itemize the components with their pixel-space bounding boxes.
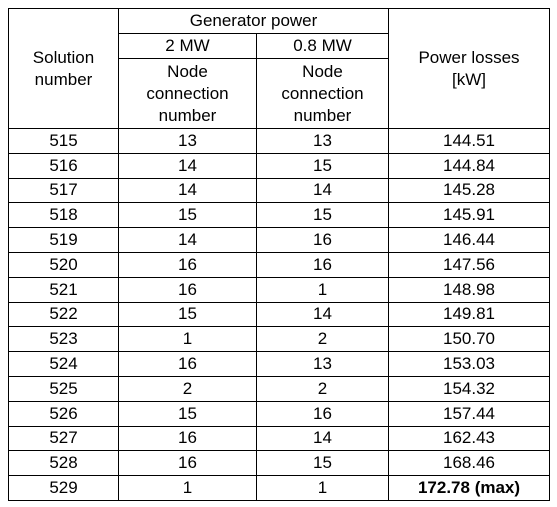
table-cell: 527 bbox=[8, 425, 119, 452]
table-cell: 520 bbox=[8, 251, 119, 278]
table-cell: 1 bbox=[118, 326, 257, 353]
table-cell: 2 bbox=[255, 375, 390, 402]
table-cell: 1 bbox=[255, 276, 390, 303]
table-cell: 16 bbox=[118, 450, 257, 477]
table-cell: 162.43 bbox=[388, 425, 551, 452]
table-cell: 15 bbox=[255, 152, 390, 179]
table-cell: 14 bbox=[118, 177, 257, 204]
table-cell: 526 bbox=[8, 400, 119, 427]
header-text: Node connection number bbox=[146, 61, 229, 125]
table-cell: 14 bbox=[118, 152, 257, 179]
table-cell: 14 bbox=[255, 301, 390, 328]
header-cell: 2 MW bbox=[118, 33, 257, 59]
table-cell: 517 bbox=[8, 177, 119, 204]
header-cell: Generator power bbox=[117, 8, 390, 34]
header-cell: 0.8 MW bbox=[255, 33, 390, 59]
table-cell: 1 bbox=[255, 475, 390, 501]
table-cell: 519 bbox=[8, 227, 119, 253]
table-cell: 523 bbox=[8, 326, 119, 353]
table-cell: 14 bbox=[255, 177, 390, 204]
table-cell: 16 bbox=[118, 425, 257, 452]
table-cell: 518 bbox=[8, 202, 119, 229]
table-cell: 145.91 bbox=[388, 202, 551, 229]
table-cell: 14 bbox=[255, 425, 390, 452]
table-cell: 148.98 bbox=[388, 276, 551, 303]
table-cell: 15 bbox=[255, 202, 390, 229]
table-cell: 15 bbox=[118, 400, 257, 427]
table-cell: 154.32 bbox=[388, 375, 551, 402]
header-cell: Solution number bbox=[8, 8, 119, 129]
table-cell: 525 bbox=[8, 375, 119, 402]
table-cell: 528 bbox=[8, 450, 119, 477]
table-cell: 13 bbox=[255, 128, 390, 154]
header-text: Power losses [kW] bbox=[418, 47, 520, 89]
results-table: Solution number Generator power Power lo… bbox=[8, 8, 551, 501]
table-cell: 168.46 bbox=[388, 450, 551, 477]
table-cell: 16 bbox=[255, 227, 390, 253]
header-cell: Power losses [kW] bbox=[388, 8, 551, 129]
table-cell: 15 bbox=[118, 301, 257, 328]
table-body: 515 13 13 144.51 516 14 15 144.84 517 14 14 145.28 5… bbox=[8, 128, 551, 501]
table-row: 528 16 15 168.46 bbox=[8, 450, 551, 477]
header-text: Solution number bbox=[32, 47, 95, 89]
table-cell: 13 bbox=[118, 128, 257, 154]
header-text: Node connection number bbox=[281, 61, 364, 125]
table-cell: 516 bbox=[8, 152, 119, 179]
table-cell: 2 bbox=[255, 326, 390, 353]
table-cell: 14 bbox=[118, 227, 257, 253]
table-cell: 172.78 (max) bbox=[388, 475, 551, 501]
table-row: 518 15 15 145.91 bbox=[8, 202, 551, 229]
table-cell: 524 bbox=[8, 351, 119, 377]
table-cell: 1 bbox=[118, 475, 257, 501]
table-row: 515 13 13 144.51 bbox=[8, 128, 551, 154]
table-cell: 146.44 bbox=[388, 227, 551, 253]
table-row: 522 15 14 149.81 bbox=[8, 301, 551, 328]
table-cell: 16 bbox=[118, 251, 257, 278]
table-cell: 15 bbox=[255, 450, 390, 477]
header-cell: Node connection number bbox=[255, 58, 390, 129]
table-row: 521 16 1 148.98 bbox=[8, 276, 551, 303]
table-row: 526 15 16 157.44 bbox=[8, 400, 551, 427]
table-cell: 529 bbox=[8, 475, 119, 501]
table-cell: 147.56 bbox=[388, 251, 551, 278]
table-cell: 145.28 bbox=[388, 177, 551, 204]
table-row: 527 16 14 162.43 bbox=[8, 425, 551, 452]
table-row: 524 16 13 153.03 bbox=[8, 351, 551, 377]
table-cell: 2 bbox=[118, 375, 257, 402]
table-cell: 515 bbox=[8, 128, 119, 154]
table-cell: 522 bbox=[8, 301, 119, 328]
table-row: 517 14 14 145.28 bbox=[8, 177, 551, 204]
table-row: 519 14 16 146.44 bbox=[8, 227, 551, 253]
table-row: 523 1 2 150.70 bbox=[8, 326, 551, 353]
table-cell: 144.51 bbox=[388, 128, 551, 154]
table-cell: 149.81 bbox=[388, 301, 551, 328]
table-cell: 15 bbox=[118, 202, 257, 229]
table-cell: 157.44 bbox=[388, 400, 551, 427]
table-cell: 16 bbox=[118, 351, 257, 377]
table-cell: 16 bbox=[255, 251, 390, 278]
header-cell: Node connection number bbox=[118, 58, 257, 129]
table-cell: 521 bbox=[8, 276, 119, 303]
table-row: 520 16 16 147.56 bbox=[8, 251, 551, 278]
table-row: 529 1 1 172.78 (max) bbox=[8, 475, 551, 501]
table-row: 516 14 15 144.84 bbox=[8, 152, 551, 179]
table-cell: 13 bbox=[255, 351, 390, 377]
table-row: 525 2 2 154.32 bbox=[8, 375, 551, 402]
table-cell: 144.84 bbox=[388, 152, 551, 179]
table-cell: 16 bbox=[118, 276, 257, 303]
table-cell: 153.03 bbox=[388, 351, 551, 377]
table-cell: 150.70 bbox=[388, 326, 551, 353]
table-cell: 16 bbox=[255, 400, 390, 427]
